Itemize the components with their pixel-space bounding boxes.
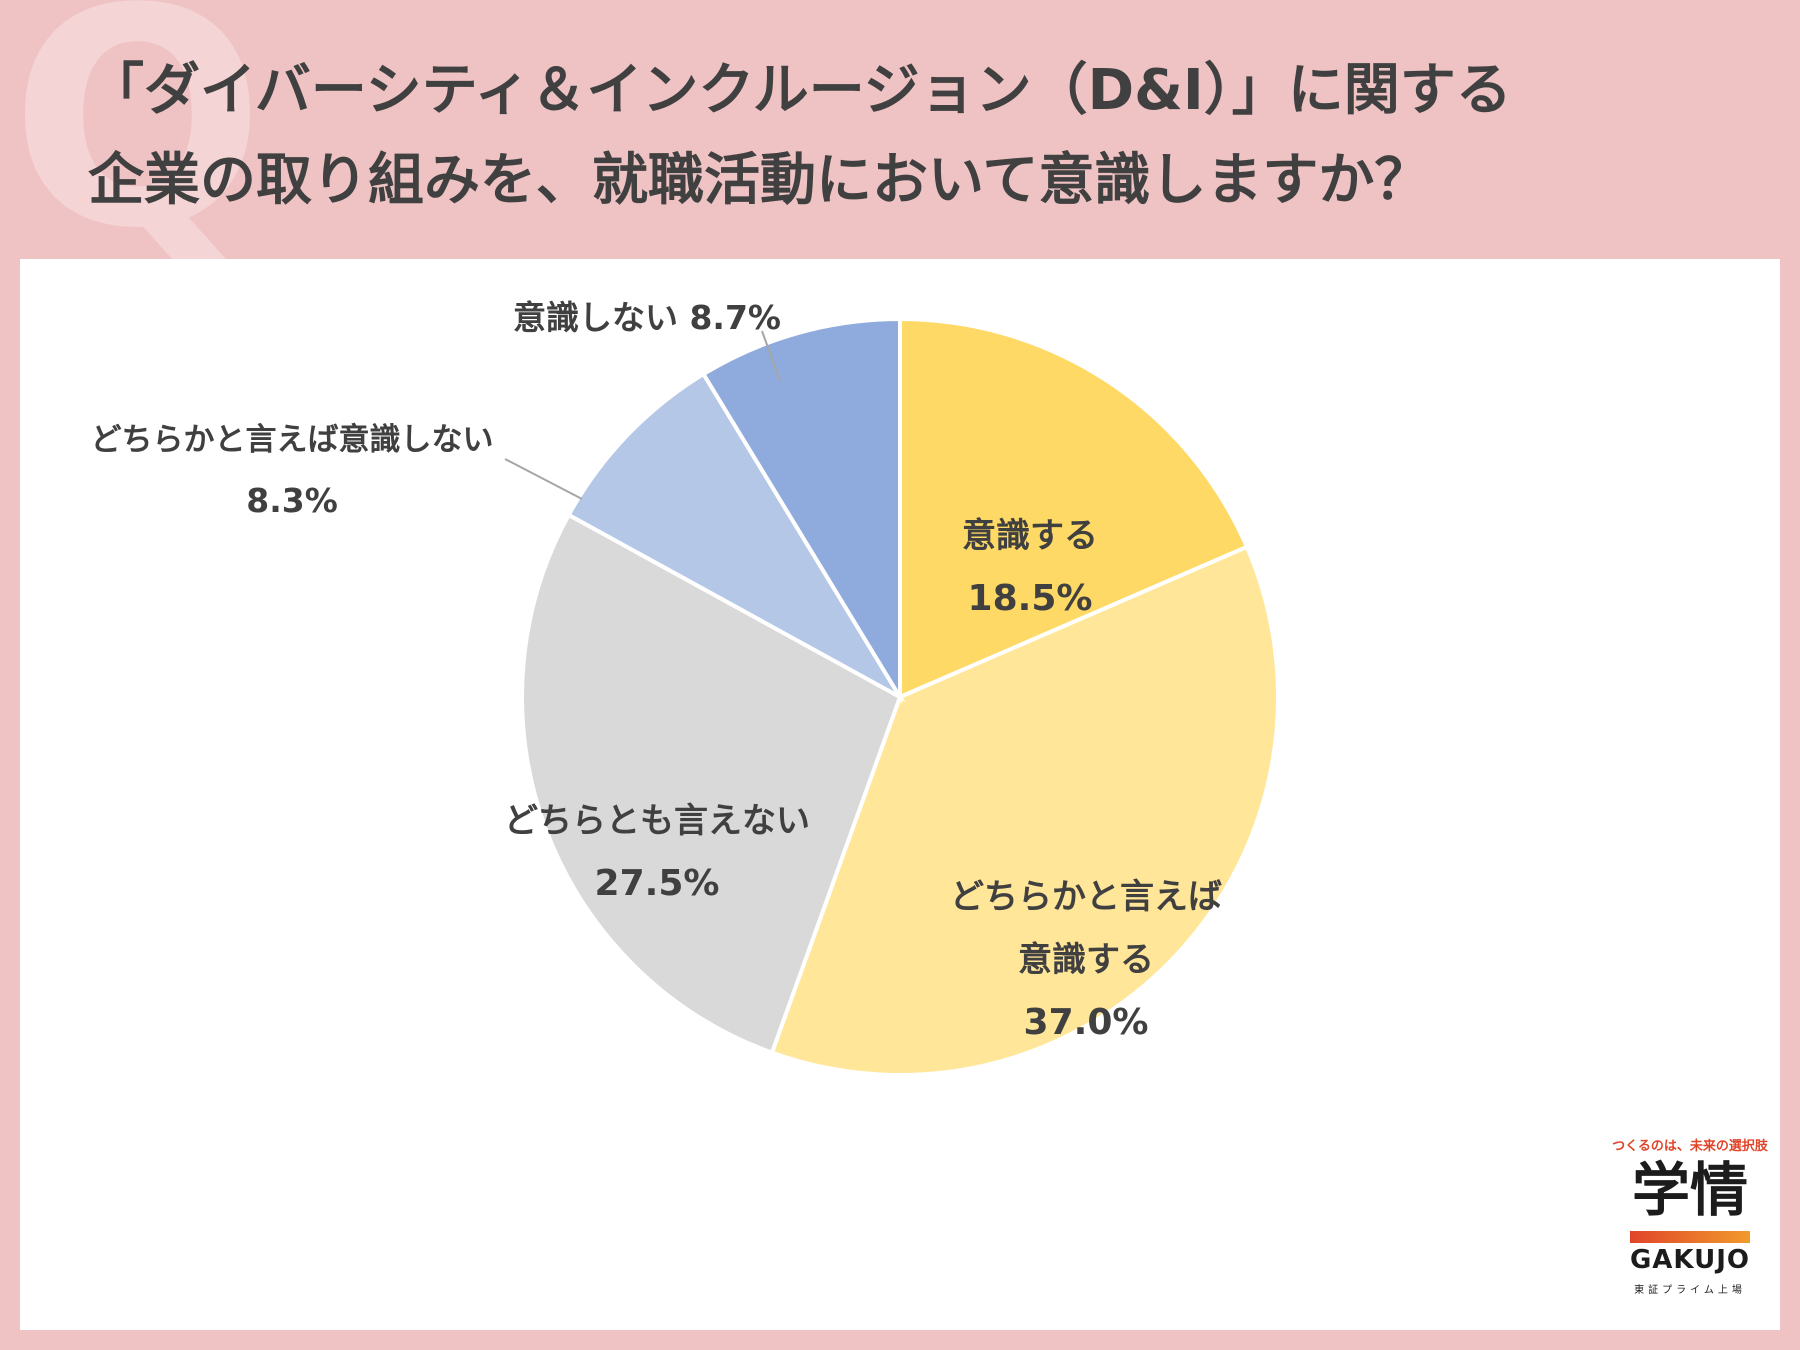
pie-slices [520,316,1280,1077]
leader-lines [504,330,781,500]
pie-chart: 意識する 18.5% どちらかと言えば 意識する 37.0% どちらとも言えない… [91,298,1280,1077]
pie-slice-0 [898,316,1250,701]
leader-line-s3 [504,458,583,500]
label-s1-name-1: どちらかと言えば [950,877,1222,917]
pie-slice-1 [769,544,1280,1077]
label-s1-name-2: 意識する [1018,940,1154,980]
slice-labels: 意識する 18.5% どちらかと言えば 意識する 37.0% どちらとも言えない… [91,298,1223,1043]
label-s2-value: 27.5% [595,863,720,904]
label-s0-value: 18.5% [968,578,1093,619]
logo-english: GAKUJO [1629,1245,1751,1275]
pie-slice-3 [566,371,906,703]
chart-panel: 意識する 18.5% どちらかと言えば 意識する 37.0% どちらとも言えない… [20,259,1780,1330]
leader-line-s4 [761,330,781,382]
logo-name: 学情 [1631,1156,1748,1224]
pie-slice-4 [700,316,902,705]
logo-bar [1630,1231,1750,1243]
label-s3-name: どちらかと言えば意識しない [91,422,494,458]
label-s0-name: 意識する [962,516,1098,556]
page-title: 「ダイバーシティ＆インクルージョン（D&I）」に関する 企業の取り組みを、就職活… [88,46,1788,226]
label-s4: 意識しない 8.7% [513,298,781,337]
pie-slice-2 [520,512,903,1056]
label-s3-value: 8.3% [246,481,338,520]
label-s2-name: どちらとも言えない [504,801,810,841]
label-s1-value: 37.0% [1024,1002,1149,1043]
gakujo-logo: つくるのは、未来の選択肢 学情 GAKUJO 東証プライム上場 [1610,1135,1770,1315]
logo-tagline: つくるのは、未来の選択肢 [1612,1139,1768,1154]
title-line-2: 企業の取り組みを、就職活動において意識しますか？ [88,148,1431,213]
title-line-1: 「ダイバーシティ＆インクルージョン（D&I）」に関する [88,58,1512,123]
logo-sub: 東証プライム上場 [1634,1285,1746,1296]
